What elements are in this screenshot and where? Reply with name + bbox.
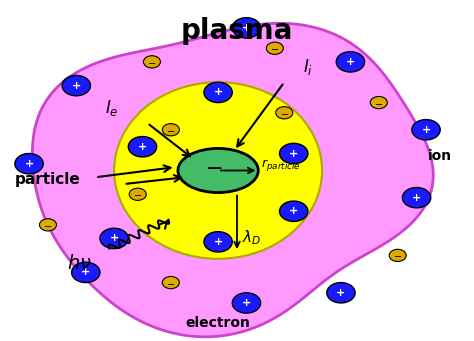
Text: plasma: plasma bbox=[181, 17, 293, 45]
Circle shape bbox=[144, 56, 160, 68]
Text: +: + bbox=[289, 206, 298, 216]
Text: $-$: $-$ bbox=[166, 278, 175, 287]
Circle shape bbox=[336, 51, 365, 72]
Circle shape bbox=[280, 201, 308, 221]
Circle shape bbox=[129, 188, 146, 201]
Circle shape bbox=[39, 219, 56, 231]
Circle shape bbox=[162, 277, 179, 289]
Text: +: + bbox=[242, 23, 251, 33]
Ellipse shape bbox=[114, 82, 322, 259]
Circle shape bbox=[232, 18, 261, 38]
Circle shape bbox=[389, 249, 406, 262]
Circle shape bbox=[280, 143, 308, 164]
Ellipse shape bbox=[178, 148, 258, 193]
Text: $-$: $-$ bbox=[133, 189, 142, 199]
Circle shape bbox=[15, 153, 43, 174]
Text: $-$: $-$ bbox=[374, 98, 383, 107]
Text: $-$: $-$ bbox=[205, 157, 222, 177]
Text: +: + bbox=[81, 267, 91, 277]
Circle shape bbox=[62, 75, 91, 96]
Circle shape bbox=[100, 228, 128, 249]
Text: +: + bbox=[421, 125, 431, 135]
Text: +: + bbox=[412, 193, 421, 203]
Circle shape bbox=[204, 82, 232, 103]
Circle shape bbox=[128, 136, 156, 157]
Circle shape bbox=[412, 120, 440, 140]
Text: +: + bbox=[213, 87, 223, 98]
Text: $\lambda_D$: $\lambda_D$ bbox=[242, 228, 261, 247]
Text: +: + bbox=[213, 237, 223, 247]
Text: +: + bbox=[346, 57, 355, 67]
Text: +: + bbox=[337, 288, 346, 298]
Text: $I_e$: $I_e$ bbox=[105, 98, 118, 118]
Text: electron: electron bbox=[186, 316, 251, 330]
Text: $I_i$: $I_i$ bbox=[303, 57, 313, 77]
Circle shape bbox=[327, 283, 355, 303]
Text: $-$: $-$ bbox=[393, 250, 402, 261]
Text: $-$: $-$ bbox=[147, 57, 156, 67]
Text: $-$: $-$ bbox=[166, 125, 175, 135]
Text: +: + bbox=[242, 298, 251, 308]
Text: $r_{particle}$: $r_{particle}$ bbox=[261, 157, 301, 173]
Circle shape bbox=[370, 97, 387, 109]
Text: particle: particle bbox=[15, 172, 81, 187]
Circle shape bbox=[72, 262, 100, 283]
Circle shape bbox=[204, 232, 232, 252]
Text: $-$: $-$ bbox=[280, 108, 289, 118]
Polygon shape bbox=[32, 23, 433, 337]
Circle shape bbox=[276, 107, 293, 119]
Circle shape bbox=[402, 188, 431, 208]
Text: $h\nu$: $h\nu$ bbox=[67, 254, 91, 273]
Text: +: + bbox=[289, 149, 298, 159]
Text: +: + bbox=[138, 142, 147, 152]
Text: $-$: $-$ bbox=[44, 220, 53, 230]
Circle shape bbox=[162, 124, 179, 136]
Circle shape bbox=[266, 42, 283, 54]
Text: +: + bbox=[25, 159, 34, 169]
Text: +: + bbox=[109, 234, 119, 243]
Text: $-$: $-$ bbox=[270, 43, 279, 53]
Text: +: + bbox=[72, 80, 81, 91]
Text: ion: ion bbox=[428, 149, 452, 163]
Circle shape bbox=[232, 293, 261, 313]
